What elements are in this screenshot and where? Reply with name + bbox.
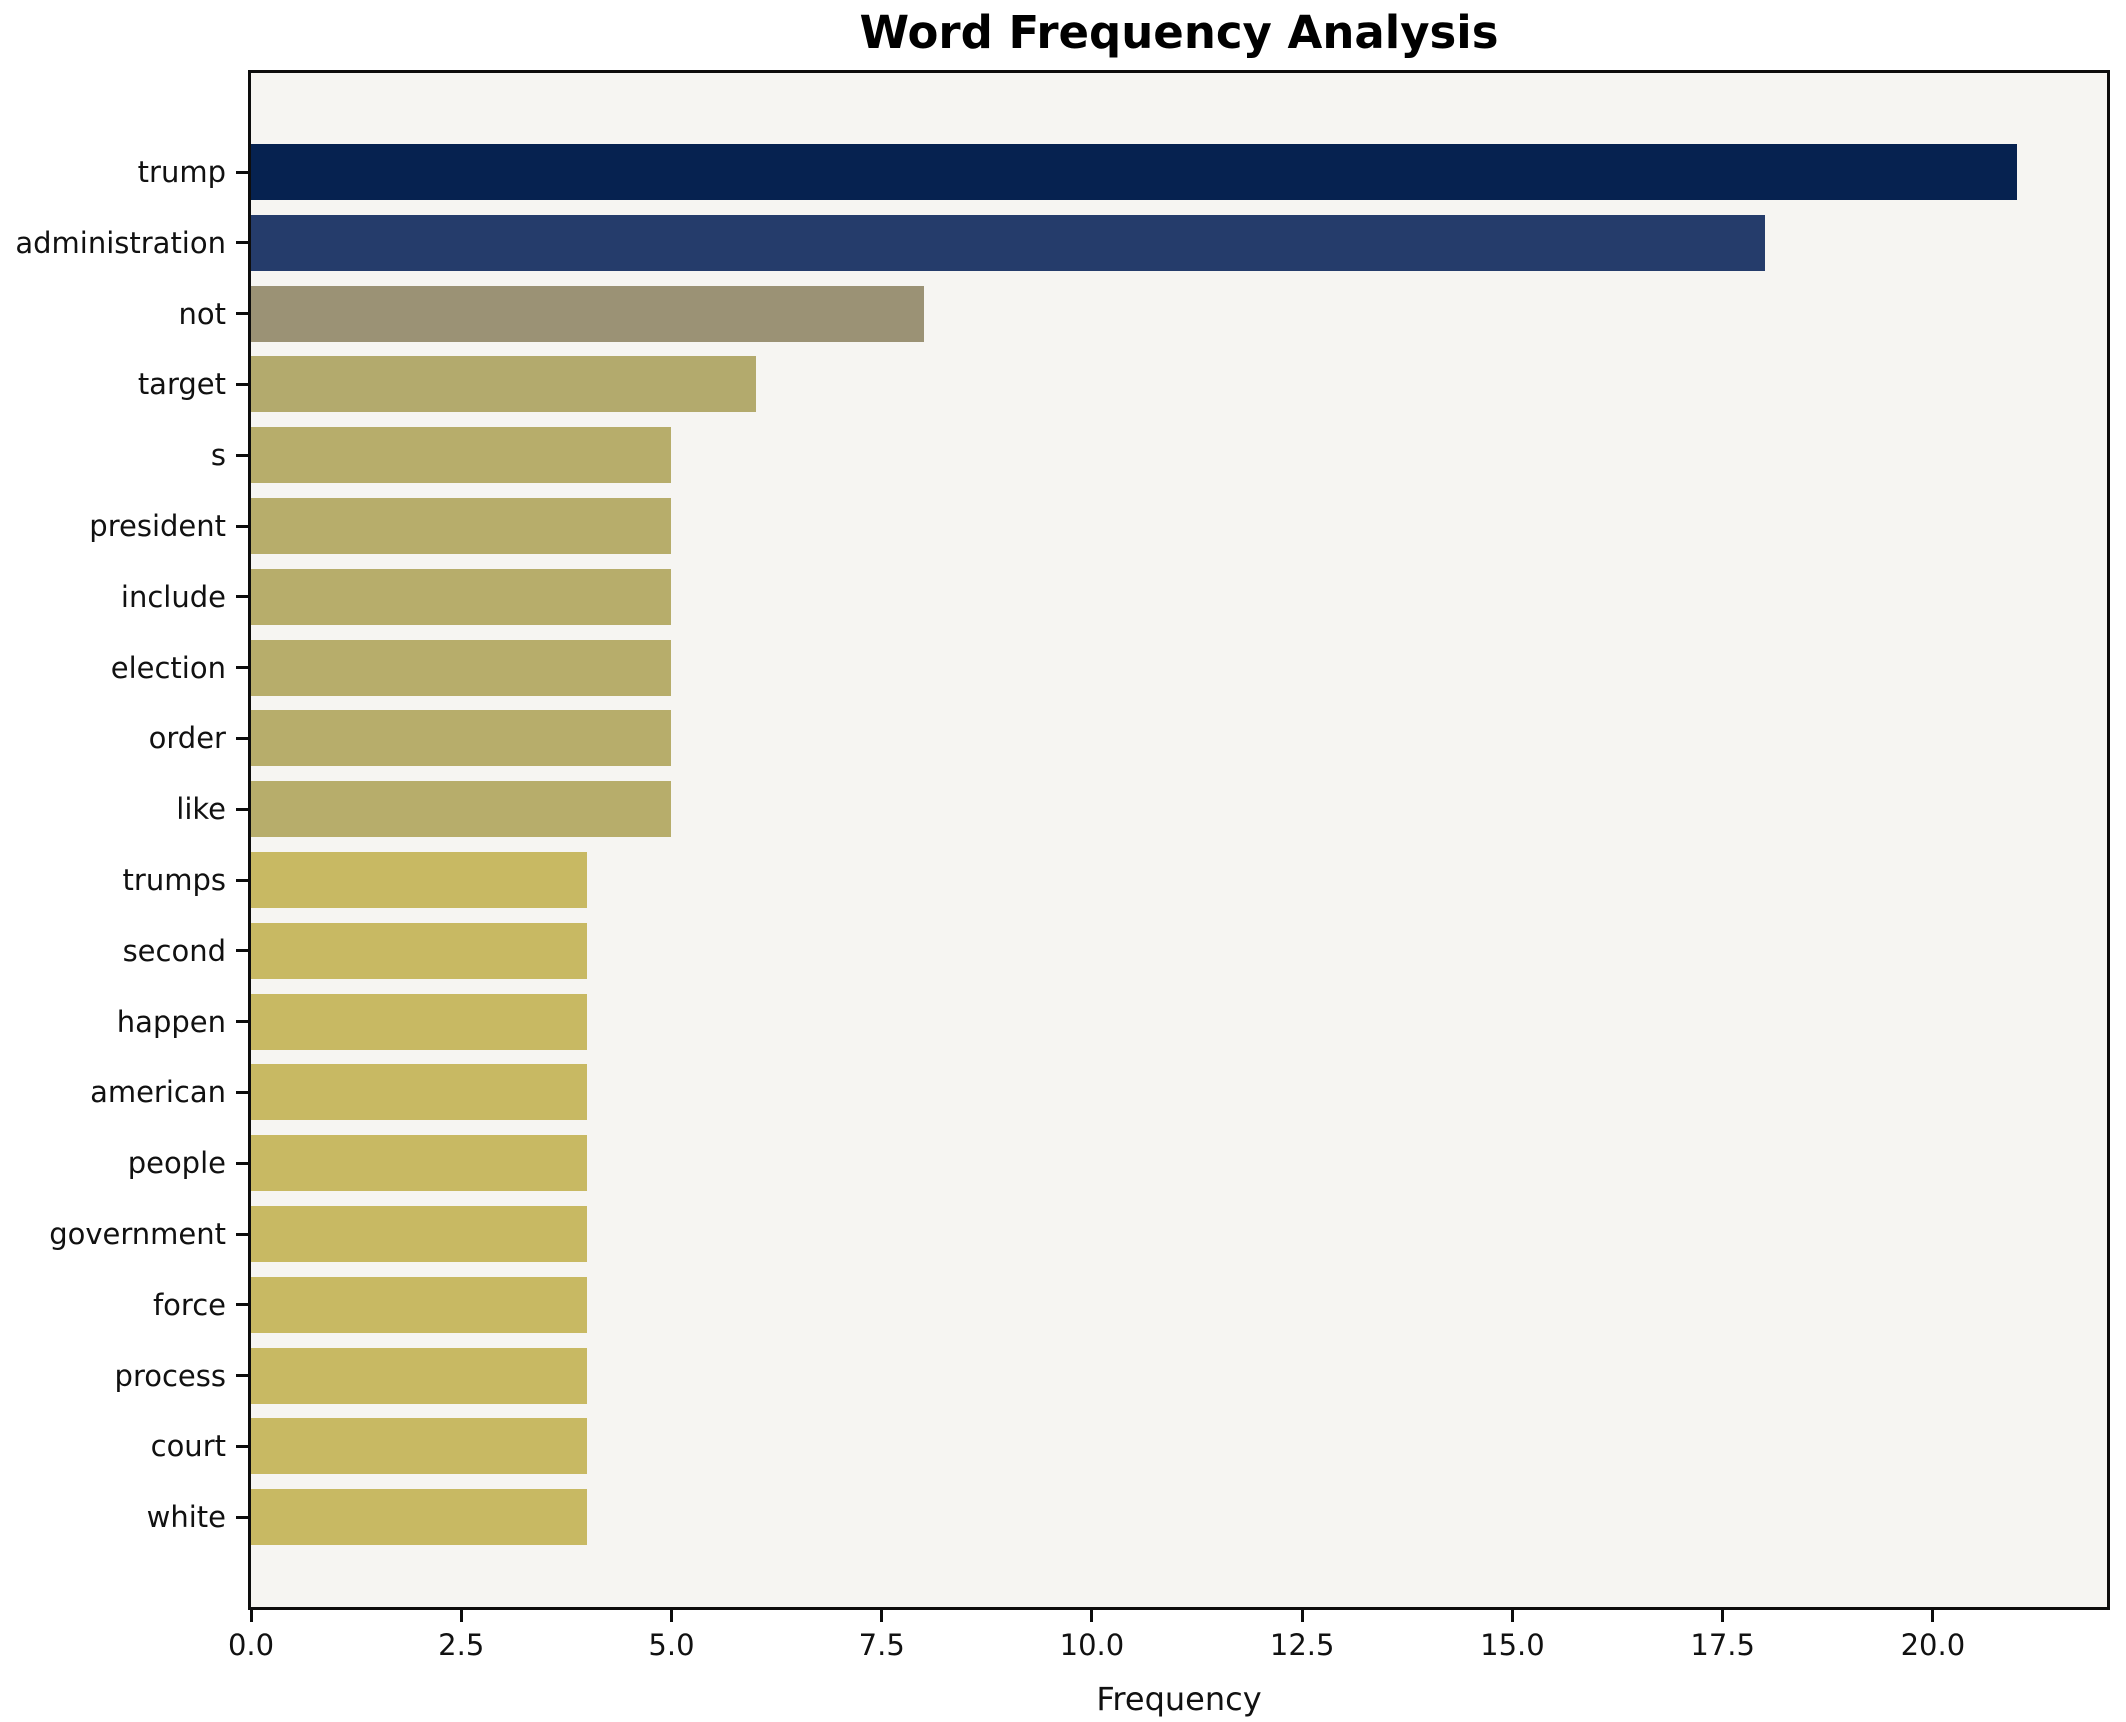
x-tick [669,1610,673,1622]
bar-force [251,1276,588,1333]
y-tick-label: order [148,721,226,756]
y-tick [236,595,248,599]
x-axis-label: Frequency [1096,1680,1262,1718]
plot-area [248,70,2110,1610]
x-tick-label: 7.5 [858,1628,905,1662]
y-tick-label: process [114,1358,226,1393]
bar-order [251,710,672,767]
bar-not [251,285,924,342]
bar-people [251,1135,588,1192]
y-tick-label: president [89,509,226,543]
bar-like [251,781,672,838]
bar-trump [251,144,2018,200]
y-tick [236,524,248,528]
bar-administration [251,214,1765,271]
y-tick [236,1161,248,1165]
y-tick [236,1303,248,1307]
y-tick-label: target [137,367,226,402]
bar-court [251,1418,588,1475]
y-tick [236,241,248,245]
x-tick [249,1610,253,1622]
y-tick [236,878,248,882]
x-tick [1931,1610,1935,1622]
bar-happen [251,993,588,1050]
x-tick [1300,1610,1304,1622]
y-tick-label: s [210,438,226,473]
y-tick-label: like [176,792,226,827]
bar-american [251,1064,588,1121]
bar-include [251,568,672,625]
y-tick [236,807,248,811]
y-tick-label: court [150,1429,226,1464]
y-tick [236,736,248,740]
x-tick-label: 5.0 [648,1628,695,1662]
y-tick [236,1374,248,1378]
y-tick [236,1444,248,1448]
x-tick [1090,1610,1094,1622]
bar-s [251,427,672,484]
bar-second [251,922,588,979]
y-tick-label: not [178,296,227,331]
x-tick [880,1610,884,1622]
bar-process [251,1347,588,1404]
y-tick [236,1090,248,1094]
bar-president [251,498,672,554]
bar-trumps [251,852,588,908]
y-tick-label: force [152,1287,226,1322]
x-tick-label: 2.5 [438,1628,485,1662]
y-tick [236,382,248,386]
bar-target [251,356,756,413]
bar-government [251,1206,588,1262]
y-tick-label: happen [116,1004,226,1039]
x-tick-label: 17.5 [1690,1628,1755,1662]
y-tick [236,1020,248,1024]
y-tick-label: election [110,650,226,685]
y-tick-label: people [127,1146,226,1181]
bar-election [251,639,672,696]
y-tick [236,949,248,953]
x-tick-label: 12.5 [1269,1628,1335,1662]
x-tick [1510,1610,1514,1622]
y-tick [236,170,248,174]
y-tick-label: include [120,579,226,614]
y-tick [236,1232,248,1236]
x-tick-label: 0.0 [227,1628,275,1662]
chart-title: Word Frequency Analysis [859,6,1499,59]
y-tick [236,666,248,670]
x-tick-label: 15.0 [1480,1628,1545,1662]
x-tick-label: 20.0 [1900,1628,1966,1662]
y-tick-label: trumps [122,863,226,897]
y-tick [236,453,248,457]
bar-white [251,1489,588,1546]
y-tick [236,312,248,316]
x-tick-label: 10.0 [1059,1628,1125,1662]
y-tick-label: second [122,933,226,968]
y-tick-label: trump [137,155,226,189]
y-tick-label: government [49,1217,226,1251]
x-tick [459,1610,463,1622]
y-tick [236,1515,248,1519]
y-tick-label: american [90,1075,226,1110]
y-tick-label: white [146,1500,226,1535]
y-tick-label: administration [15,225,226,260]
x-tick [1721,1610,1725,1622]
